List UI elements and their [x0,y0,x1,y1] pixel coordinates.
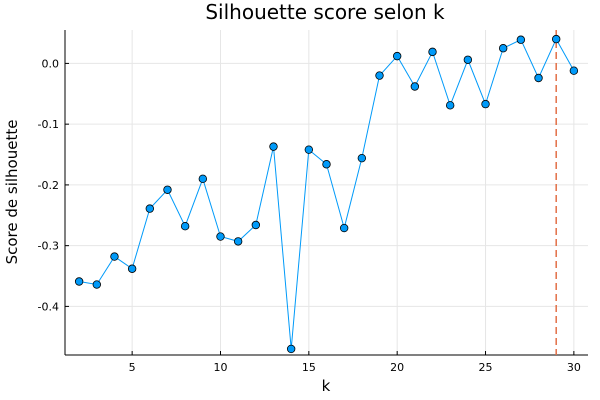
chart-title: Silhouette score selon k [205,0,445,24]
data-point [163,185,172,194]
x-ticks: 5 10 15 20 25 30 [129,351,581,374]
data-point [251,220,261,230]
y-tick-label: -0.3 [38,240,59,253]
y-tick-label: -0.1 [38,118,59,131]
x-tick-label: 15 [302,361,316,374]
data-point [180,222,190,231]
y-tick-label: 0.0 [42,57,60,70]
series-layer [74,34,579,354]
data-point [216,232,225,241]
x-axis-title: k [322,377,331,395]
x-tick-label: 10 [213,361,227,374]
y-tick-label: -0.4 [38,300,59,313]
grid [65,30,588,355]
x-tick-label: 20 [390,361,404,374]
data-point [110,252,119,261]
data-point [445,101,455,110]
data-point [516,35,526,44]
data-point [145,204,155,213]
data-point [569,66,579,75]
x-tick-label: 25 [479,361,493,374]
data-point [269,142,278,151]
data-point [481,99,490,109]
data-point [198,174,208,184]
data-point [428,47,437,57]
data-point [74,277,84,286]
data-point [463,55,473,64]
data-point [357,153,367,163]
data-point [286,344,296,354]
y-tick-label: -0.2 [38,179,59,192]
y-ticks: -0.4 -0.3 -0.2 -0.1 0.0 [38,57,69,313]
data-point [375,71,384,80]
data-point [322,160,331,169]
data-point [339,223,349,233]
y-axis-title: Score de silhouette [3,120,21,265]
data-point [92,280,102,289]
series-line [79,37,575,349]
data-point [233,237,243,246]
data-point [392,51,402,61]
data-point [127,264,137,273]
axes [64,30,588,356]
x-tick-label: 30 [567,361,581,374]
data-point [498,44,508,53]
x-tick-label: 5 [129,361,136,374]
data-point [534,73,543,83]
data-point [551,34,561,44]
data-point [304,145,314,154]
data-point [410,82,420,91]
